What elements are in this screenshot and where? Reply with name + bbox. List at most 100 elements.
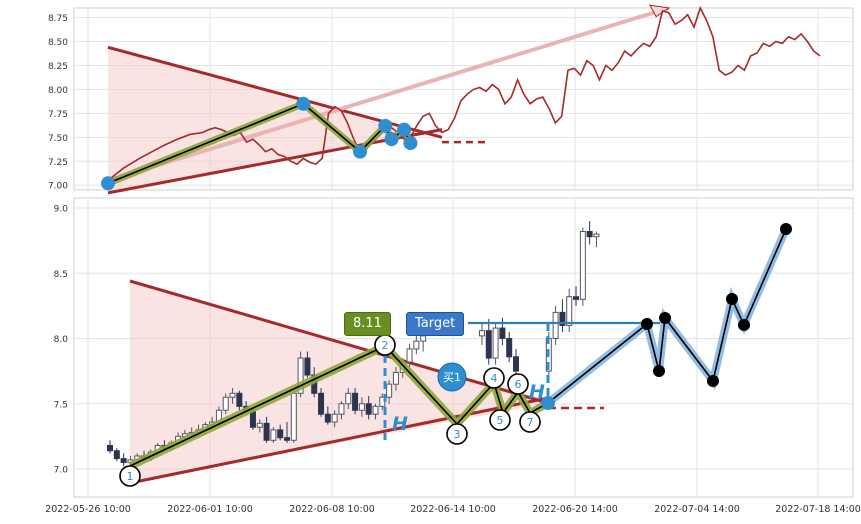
candle-body bbox=[277, 429, 284, 439]
bottom-xtick-label: 2022-07-04 14:00 bbox=[654, 504, 740, 515]
extension-point bbox=[726, 293, 738, 305]
candle-body bbox=[263, 422, 270, 441]
candle-body bbox=[420, 335, 427, 342]
top-ytick-label: 7.25 bbox=[48, 158, 68, 168]
bottom-ytick-label: 7.0 bbox=[54, 466, 69, 476]
pivot-label: 7 bbox=[527, 416, 534, 429]
candle-body bbox=[392, 371, 399, 385]
top-ytick-label: 8.25 bbox=[48, 62, 68, 72]
bottom-xtick-label: 2022-06-08 10:00 bbox=[289, 504, 375, 515]
pivot-circle bbox=[446, 423, 468, 445]
buy-marker bbox=[437, 362, 467, 392]
candle-body bbox=[413, 340, 420, 350]
bottom-xtick-label: 2022-06-20 14:00 bbox=[532, 504, 618, 515]
pivot-circle bbox=[489, 409, 511, 431]
top-pattern-point bbox=[296, 96, 311, 111]
top-price-line bbox=[107, 5, 821, 182]
candle-body bbox=[338, 403, 345, 415]
top-ytick-label: 7.00 bbox=[48, 182, 68, 192]
pivot-label: 4 bbox=[491, 372, 498, 385]
candle-body bbox=[499, 327, 506, 339]
candle-body bbox=[372, 405, 379, 415]
candle-body bbox=[222, 396, 229, 411]
top-pattern-point bbox=[101, 176, 115, 191]
candle-body bbox=[573, 296, 580, 300]
top-projection-arrow bbox=[107, 6, 670, 183]
candle-body bbox=[358, 403, 365, 411]
candle-body bbox=[249, 411, 256, 428]
candle-body bbox=[290, 392, 297, 441]
top-ytick-label: 8.00 bbox=[48, 86, 68, 96]
candle-body bbox=[345, 392, 352, 405]
pivot-circle bbox=[519, 411, 541, 433]
pivot-label: 3 bbox=[454, 428, 461, 441]
top-pattern-point bbox=[353, 144, 368, 159]
bottom-ytick-label: 9.0 bbox=[54, 205, 69, 215]
extension-point bbox=[738, 319, 750, 331]
candle-body bbox=[593, 233, 600, 238]
candle-body bbox=[566, 296, 573, 326]
candle-body bbox=[513, 356, 519, 372]
top-panel: 7.00 7.25 7.50 7.75 8.00 8.25 8.50 8.75 bbox=[48, 4, 854, 195]
bottom-panel: 7.0 7.5 8.0 8.5 9.0 2022-05-26 10:00 2022-06-0… bbox=[45, 197, 861, 515]
candle-body bbox=[120, 458, 127, 463]
bottom-ytick-label: 7.5 bbox=[54, 400, 68, 410]
candle-body bbox=[113, 450, 120, 460]
top-ytick-label: 7.75 bbox=[48, 110, 68, 120]
pivot-label: 2 bbox=[382, 339, 389, 352]
top-pattern-point bbox=[378, 118, 393, 133]
h-label-2: H bbox=[529, 381, 545, 403]
breakout-point bbox=[541, 396, 555, 410]
candle-body bbox=[107, 445, 113, 452]
price-badge: 8.11 bbox=[344, 312, 391, 336]
top-ytick-label: 7.50 bbox=[48, 134, 68, 144]
candle-body bbox=[236, 392, 243, 407]
candle-body bbox=[352, 392, 359, 411]
extension-point bbox=[780, 223, 792, 235]
candle-body bbox=[492, 327, 499, 359]
bottom-triangle-fill bbox=[130, 281, 548, 483]
candle-body bbox=[324, 413, 331, 423]
bottom-lower-trendline bbox=[129, 396, 549, 485]
top-ytick-label: 8.50 bbox=[48, 38, 68, 48]
target-badge: Target bbox=[406, 312, 465, 336]
extension-point bbox=[653, 365, 665, 377]
candle-body bbox=[304, 357, 311, 376]
candle-body bbox=[579, 230, 586, 300]
extension-point bbox=[641, 318, 653, 330]
buy-marker-label: 买1 bbox=[443, 371, 461, 384]
pivot-circle bbox=[119, 465, 141, 487]
candle-body bbox=[478, 330, 485, 337]
bottom-ytick-label: 8.0 bbox=[54, 335, 69, 345]
candle-body bbox=[406, 348, 413, 363]
extension-point bbox=[659, 312, 671, 324]
candle-body bbox=[386, 383, 393, 398]
top-pattern-point bbox=[384, 132, 399, 147]
pivot-circle bbox=[507, 373, 529, 395]
top-pattern-point bbox=[397, 122, 412, 137]
bottom-ytick-label: 8.5 bbox=[54, 270, 68, 280]
pivot-circle bbox=[483, 367, 505, 389]
bottom-xtick-label: 2022-07-18 14:00 bbox=[775, 504, 861, 515]
pivot-label: 1 bbox=[127, 470, 134, 483]
bottom-xtick-label: 2022-06-01 10:00 bbox=[167, 504, 253, 515]
bottom-xtick-label: 2022-06-14 10:00 bbox=[410, 504, 496, 515]
candle-body bbox=[365, 403, 372, 415]
top-pattern-point bbox=[403, 136, 418, 151]
candle-body bbox=[256, 422, 263, 428]
top-ytick-label: 8.75 bbox=[48, 14, 68, 24]
bottom-upper-trendline bbox=[129, 279, 549, 405]
candle-body bbox=[559, 311, 566, 326]
bottom-xtick-label: 2022-05-26 10:00 bbox=[45, 504, 131, 515]
extension-point bbox=[707, 375, 719, 387]
pivot-label: 5 bbox=[497, 414, 504, 427]
candle-body bbox=[485, 330, 492, 359]
candle-body bbox=[586, 230, 593, 238]
candle-body bbox=[318, 392, 325, 415]
pivot-label: 6 bbox=[515, 378, 522, 391]
candle-body bbox=[270, 429, 277, 441]
bottom-pattern-line bbox=[129, 345, 549, 467]
candle-body bbox=[331, 413, 338, 423]
candle-body bbox=[552, 311, 559, 339]
